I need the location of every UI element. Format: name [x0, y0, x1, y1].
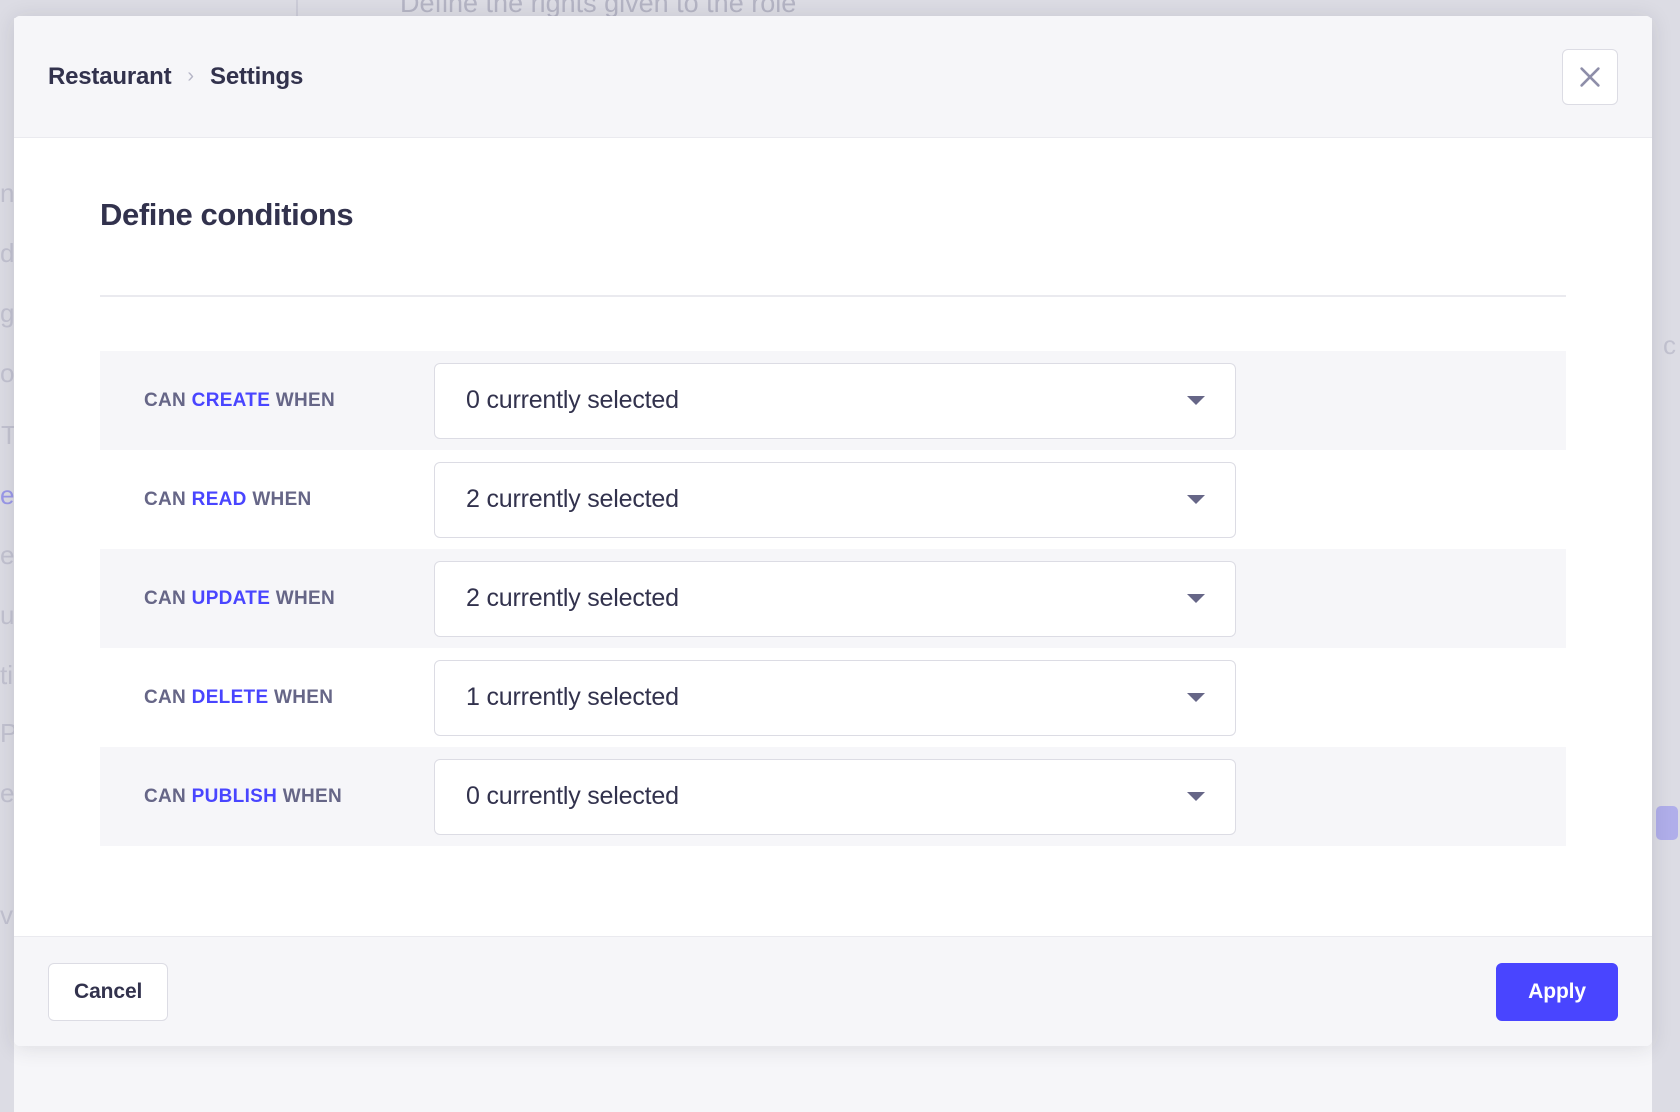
condition-row: CAN READ WHEN 2 currently selected	[100, 450, 1566, 550]
backdrop-chip	[1656, 806, 1678, 840]
backdrop-text-fragment: e	[0, 480, 15, 510]
backdrop-left-column	[0, 18, 14, 1112]
condition-row: CAN CREATE WHEN 0 currently selected	[100, 351, 1566, 451]
condition-label-when: WHEN	[282, 785, 343, 807]
backdrop-vertical-divider	[296, 0, 298, 20]
backdrop-top-band	[0, 0, 1680, 18]
condition-select-value: 0 currently selected	[466, 386, 679, 415]
backdrop-text-fragment: v	[0, 900, 13, 930]
modal-footer: Cancel Apply	[14, 936, 1652, 1046]
condition-row: CAN DELETE WHEN 1 currently selected	[100, 648, 1566, 748]
backdrop-text-fragment: ti	[0, 660, 13, 690]
condition-select-value: 2 currently selected	[466, 485, 679, 514]
condition-label-can: CAN	[144, 389, 187, 411]
condition-label-verb: PUBLISH	[191, 785, 278, 807]
condition-row: CAN UPDATE WHEN 2 currently selected	[100, 549, 1566, 649]
condition-select-value: 2 currently selected	[466, 584, 679, 613]
modal-header: Restaurant › Settings	[14, 16, 1652, 138]
condition-label-update: CAN UPDATE WHEN	[144, 588, 434, 610]
title-divider	[100, 295, 1566, 298]
condition-label-publish: CAN PUBLISH WHEN	[144, 786, 434, 808]
close-icon	[1579, 66, 1601, 88]
condition-select-value: 0 currently selected	[466, 782, 679, 811]
close-button[interactable]	[1562, 48, 1618, 105]
chevron-down-icon[interactable]	[1187, 693, 1205, 703]
conditions-table: CAN CREATE WHEN 0 currently selected CAN R…	[100, 351, 1566, 847]
backdrop-text-fragment: e	[0, 778, 15, 808]
condition-select-publish[interactable]: 0 currently selected	[434, 758, 1236, 835]
condition-label-can: CAN	[144, 488, 187, 510]
condition-label-verb: UPDATE	[191, 587, 271, 609]
chevron-down-icon[interactable]	[1187, 792, 1205, 802]
condition-label-can: CAN	[144, 686, 187, 708]
condition-select-delete[interactable]: 1 currently selected	[434, 659, 1236, 736]
modal-body: Define conditions CAN CREATE WHEN 0 curre…	[14, 138, 1652, 936]
chevron-down-icon[interactable]	[1187, 495, 1205, 505]
backdrop-text-fragment: d	[0, 238, 15, 268]
backdrop-ghost-title: Define the rights given to the role	[400, 0, 797, 18]
condition-label-verb: READ	[191, 488, 247, 510]
condition-label-delete: CAN DELETE WHEN	[144, 687, 434, 709]
backdrop-text-fragment: T	[1, 420, 17, 450]
condition-label-verb: CREATE	[191, 389, 271, 411]
condition-label-can: CAN	[144, 785, 187, 807]
define-conditions-modal: Restaurant › Settings Define conditions …	[14, 16, 1652, 1046]
condition-label-when: WHEN	[275, 389, 336, 411]
condition-label-when: WHEN	[274, 686, 334, 708]
breadcrumb-item-settings[interactable]: Settings	[210, 62, 304, 90]
chevron-down-icon[interactable]	[1187, 396, 1205, 406]
chevron-right-icon: ›	[187, 64, 195, 87]
condition-select-create[interactable]: 0 currently selected	[434, 362, 1236, 439]
condition-label-when: WHEN	[275, 587, 336, 609]
cancel-button[interactable]: Cancel	[48, 962, 169, 1021]
condition-label-verb: DELETE	[191, 686, 269, 708]
backdrop-text-fragment: u	[0, 600, 15, 630]
condition-select-value: 1 currently selected	[466, 683, 679, 712]
backdrop-text-fragment: n	[0, 178, 15, 208]
breadcrumb: Restaurant › Settings	[48, 63, 1562, 91]
page-title: Define conditions	[100, 197, 354, 232]
condition-row: CAN PUBLISH WHEN 0 currently selected	[100, 747, 1566, 847]
condition-label-read: CAN READ WHEN	[144, 489, 434, 511]
backdrop-right-column	[1652, 18, 1680, 1112]
backdrop-text-fragment: c	[1663, 330, 1676, 360]
apply-button[interactable]: Apply	[1496, 962, 1618, 1021]
condition-label-create: CAN CREATE WHEN	[144, 390, 434, 412]
condition-select-read[interactable]: 2 currently selected	[434, 461, 1236, 538]
condition-label-can: CAN	[144, 587, 187, 609]
chevron-down-icon[interactable]	[1187, 594, 1205, 604]
backdrop-text-fragment: g	[0, 298, 15, 328]
condition-label-when: WHEN	[252, 488, 312, 510]
backdrop-text-fragment: P	[0, 718, 18, 748]
backdrop-text-fragment: o	[0, 358, 15, 388]
condition-select-update[interactable]: 2 currently selected	[434, 560, 1236, 637]
breadcrumb-item-restaurant[interactable]: Restaurant	[48, 62, 172, 90]
